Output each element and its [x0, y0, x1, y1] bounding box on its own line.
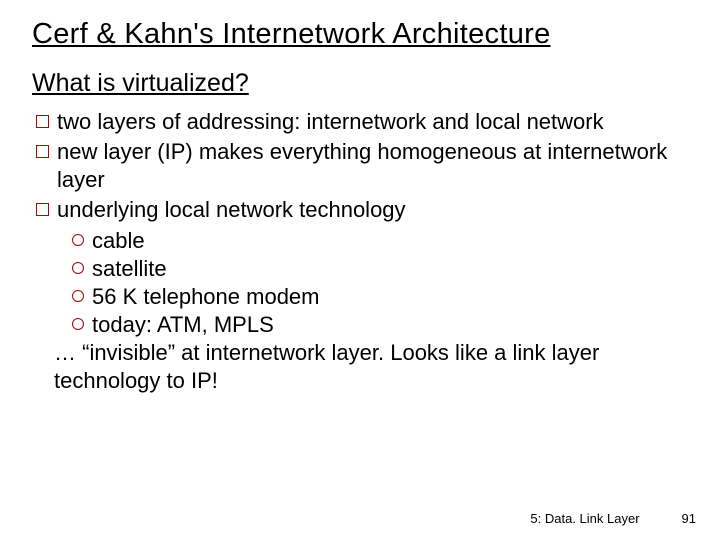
sub-bullet-list: cable satellite 56 K telephone modem tod… — [32, 227, 688, 340]
square-bullet-icon — [36, 203, 49, 216]
sub-bullet-item: cable — [72, 227, 688, 255]
slide-footer: 5: Data. Link Layer 91 — [530, 511, 696, 526]
square-bullet-icon — [36, 115, 49, 128]
slide: Cerf & Kahn's Internetwork Architecture … — [0, 0, 720, 396]
bullet-text: two layers of addressing: internetwork a… — [57, 108, 688, 136]
slide-title: Cerf & Kahn's Internetwork Architecture — [32, 18, 688, 51]
square-bullet-icon — [36, 145, 49, 158]
footer-page-number: 91 — [682, 511, 696, 526]
sub-bullet-text: satellite — [92, 255, 167, 283]
circle-bullet-icon — [72, 318, 84, 330]
circle-bullet-icon — [72, 262, 84, 274]
circle-bullet-icon — [72, 234, 84, 246]
bullet-item: underlying local network technology — [36, 196, 688, 224]
slide-subtitle: What is virtualized? — [32, 69, 688, 98]
sub-bullet-text: cable — [92, 227, 145, 255]
bullet-text: underlying local network technology — [57, 196, 688, 224]
circle-bullet-icon — [72, 290, 84, 302]
bullet-item: two layers of addressing: internetwork a… — [36, 108, 688, 136]
bullet-item: new layer (IP) makes everything homogene… — [36, 138, 688, 194]
sub-bullet-text: today: ATM, MPLS — [92, 311, 274, 339]
bullet-list: two layers of addressing: internetwork a… — [32, 108, 688, 225]
sub-bullet-item: satellite — [72, 255, 688, 283]
bullet-text: new layer (IP) makes everything homogene… — [57, 138, 688, 194]
bullet-continuation: … “invisible” at internetwork layer. Loo… — [32, 339, 688, 395]
sub-bullet-item: today: ATM, MPLS — [72, 311, 688, 339]
footer-section: 5: Data. Link Layer — [530, 511, 639, 526]
sub-bullet-item: 56 K telephone modem — [72, 283, 688, 311]
sub-bullet-text: 56 K telephone modem — [92, 283, 320, 311]
